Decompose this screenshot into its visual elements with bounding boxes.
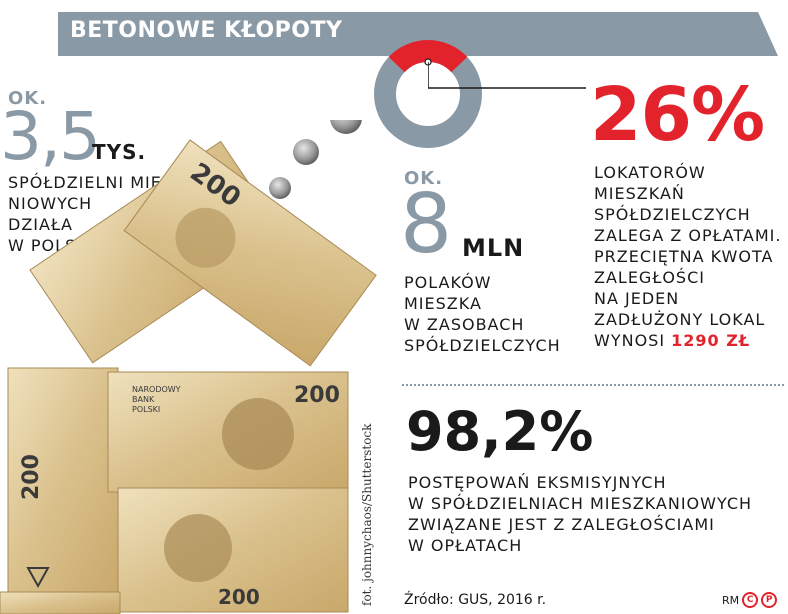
people-line: POLAKÓW (404, 273, 492, 292)
people-description: POLAKÓW MIESZKA W ZASOBACH SPÓŁDZIELCZYC… (404, 272, 561, 356)
evictions-line: ZWIĄZANE JEST Z ZALEGŁOŚCIAMI (408, 515, 715, 534)
logo-text: RM (722, 593, 740, 607)
coin-icon (330, 120, 362, 134)
coops-unit: TYS. (92, 140, 147, 164)
evictions-line: POSTĘPOWAŃ EKSMISYJNYCH (408, 473, 667, 492)
people-number: 8 (400, 177, 453, 272)
arrears-line: MIESZKAŃ (594, 184, 685, 203)
header-band-shape (58, 12, 778, 56)
header-bar (58, 12, 778, 56)
evictions-line: W SPÓŁDZIELNIACH MIESZKANIOWYCH (408, 494, 753, 513)
coops-number: 3,5 (0, 98, 101, 175)
banknote-house-illustration: 200 200 200 200 NARODOWY BANK POLSKI 200 (0, 120, 377, 614)
bank-name-label: BANK (132, 395, 155, 404)
note-value-label: 200 (19, 454, 44, 500)
note-value-label: 200 (294, 383, 340, 408)
bank-name-label: NARODOWY (132, 385, 181, 394)
arrears-line: ZALEGA Z OPŁATAMI. (594, 226, 782, 245)
banknote-wall-left: 200 (7, 367, 119, 601)
banknote-base (0, 591, 121, 614)
banknote-bottom: 200 (117, 487, 349, 613)
coops-line: DZIAŁA (8, 215, 73, 234)
banknote-roof-right: 200 (123, 139, 377, 367)
publisher-circle-icon: P (761, 592, 778, 608)
arrears-description: LOKATORÓW MIESZKAŃ SPÓŁDZIELCZYCH ZALEGA… (594, 162, 781, 351)
coin-icon (293, 139, 319, 165)
arrears-line: PRZECIĘTNA KWOTA (594, 247, 774, 266)
arrears-last-prefix: WYNOSI (594, 331, 666, 350)
arrears-line: LOKATORÓW (594, 163, 706, 182)
people-unit: MLN (462, 234, 525, 262)
coops-line: NIOWYCH (8, 194, 93, 213)
ring-highlight-segment (388, 40, 468, 73)
banknote-center: 200 NARODOWY BANK POLSKI (107, 371, 349, 493)
evictions-percent: 98,2% (406, 400, 594, 463)
arrears-line: NA JEDEN (594, 289, 680, 308)
evictions-description: POSTĘPOWAŃ EKSMISYJNYCH W SPÓŁDZIELNIACH… (408, 472, 752, 556)
arrears-percent: 26% (590, 72, 765, 158)
source-note: Źródło: GUS, 2016 r. (404, 592, 547, 608)
coin-icon (269, 177, 291, 199)
arrears-last-line: WYNOSI 1290 ZŁ (594, 330, 781, 351)
arrears-line: SPÓŁDZIELCZYCH (594, 205, 751, 224)
people-line: SPÓŁDZIELCZYCH (404, 336, 561, 355)
people-line: MIESZKA (404, 294, 482, 313)
arrears-ring-chart (374, 40, 482, 148)
section-divider (402, 384, 784, 386)
bank-name-label: POLSKI (132, 405, 160, 414)
copyright-icon: C (742, 592, 759, 608)
note-value-label: 200 (218, 585, 260, 609)
arrears-line: ZADŁUŻONY LOKAL (594, 310, 766, 329)
evictions-line: W OPŁATACH (408, 536, 523, 555)
arrears-amount: 1290 ZŁ (671, 331, 751, 350)
page-title: BETONOWE KŁOPOTY (70, 18, 343, 43)
photo-credit: fot. johnnychaos/Shutterstock (360, 423, 374, 606)
publisher-logo: RM C P (722, 592, 778, 608)
people-line: W ZASOBACH (404, 315, 525, 334)
arrears-line: ZALEGŁOŚCI (594, 268, 705, 287)
people-prefix: OK. (404, 168, 444, 189)
coops-prefix: OK. (8, 88, 48, 109)
ring-leader-line (428, 62, 586, 89)
